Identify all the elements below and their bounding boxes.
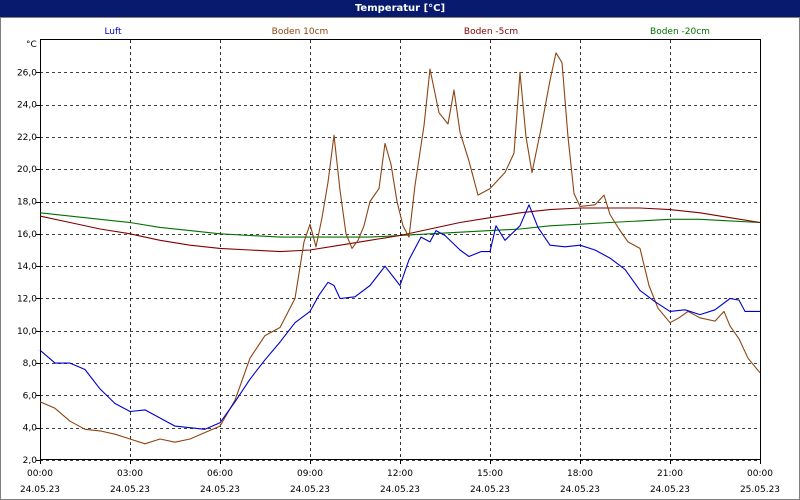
series-line-luft [39, 204, 760, 430]
x-tick-date-label: 24.05.23 [560, 485, 600, 495]
x-tick-time-label: 06:00 [207, 469, 233, 479]
x-tick-time-label: 15:00 [477, 469, 503, 479]
chart-title: Temperatur [°C] [0, 0, 800, 17]
x-tick-date-label: 24.05.23 [650, 485, 690, 495]
y-tick-label: 4,0 [23, 424, 38, 434]
plot-area [40, 39, 761, 460]
y-tick-label: 16,0 [17, 230, 37, 240]
legend: Luft Boden 10cm Boden -5cm Boden -20cm [104, 27, 710, 37]
x-axis: 00:00 24.05.23 03:00 24.05.23 06:00 24.05.23 0… [20, 460, 780, 495]
chart-frame [0, 17, 800, 500]
series-line-boden-10cm [39, 52, 761, 445]
y-tick-label: 20,0 [17, 165, 37, 175]
legend-item: Boden -20cm [650, 27, 710, 37]
legend-item: Luft [104, 27, 122, 37]
y-tick-label: 10,0 [17, 327, 37, 337]
y-tick-label: 6,0 [23, 391, 38, 401]
y-axis-unit-label: °C [26, 40, 37, 50]
legend-item: Boden 10cm [272, 27, 329, 37]
x-tick-date-label: 24.05.23 [20, 485, 60, 495]
y-tick-label: 2,0 [23, 456, 38, 466]
x-tick-time-label: 12:00 [387, 469, 413, 479]
series-line-boden-20cm [39, 212, 761, 238]
grid-lines [40, 40, 761, 461]
y-tick-label: 18,0 [17, 198, 37, 208]
y-tick-label: 22,0 [17, 133, 37, 143]
x-tick-time-label: 03:00 [117, 469, 143, 479]
series-line-boden-5cm [39, 207, 761, 253]
x-tick-time-label: 21:00 [657, 469, 683, 479]
x-tick-date-label: 24.05.23 [110, 485, 150, 495]
x-tick-time-label: 00:00 [27, 469, 53, 479]
series-group [39, 52, 761, 445]
y-tick-label: 26,0 [17, 68, 37, 78]
x-tick-date-label: 24.05.23 [380, 485, 420, 495]
x-tick-time-label: 18:00 [567, 469, 593, 479]
y-tick-label: 8,0 [23, 359, 38, 369]
x-tick-date-label: 24.05.23 [200, 485, 240, 495]
x-tick-date-label: 24.05.23 [470, 485, 510, 495]
y-tick-label: 24,0 [17, 101, 37, 111]
y-tick-label: 12,0 [17, 294, 37, 304]
x-tick-date-label: 25.05.23 [740, 485, 780, 495]
legend-item: Boden -5cm [464, 27, 518, 37]
x-tick-time-label: 00:00 [747, 469, 773, 479]
x-tick-time-label: 09:00 [297, 469, 323, 479]
y-tick-label: 14,0 [17, 262, 37, 272]
y-axis: 2,0 4,0 6,0 8,0 10,0 12,0 14,0 16,0 18,0 20,0 22,0… [17, 68, 40, 466]
x-tick-date-label: 24.05.23 [290, 485, 330, 495]
